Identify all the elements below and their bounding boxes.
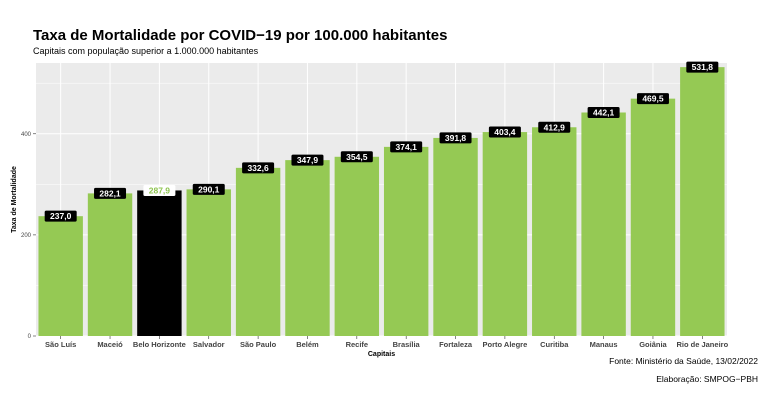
x-axis-ticks: São Luís Maceió Belo Horizonte Salvador São … — [45, 336, 729, 349]
bar — [630, 98, 676, 337]
value-label: 282,1 — [99, 188, 121, 198]
value-label-box — [390, 141, 423, 153]
x-tick-label: Fortaleza — [439, 340, 473, 349]
bar — [680, 67, 725, 336]
value-label: 531,8 — [692, 62, 714, 72]
value-label-box — [143, 184, 176, 196]
value-label-box — [94, 187, 127, 199]
bar — [235, 167, 281, 336]
value-label: 412,9 — [544, 122, 566, 132]
value-label-box — [538, 121, 571, 133]
x-tick-label: Rio de Janeiro — [676, 340, 728, 349]
value-label-box — [44, 210, 77, 222]
bar — [383, 146, 429, 336]
bar — [433, 137, 478, 336]
value-label: 442,1 — [593, 107, 615, 117]
x-tick-label: São Paulo — [240, 340, 277, 349]
value-label-box — [587, 106, 620, 118]
bar — [285, 160, 330, 336]
bar — [38, 216, 83, 336]
x-tick-label: Manaus — [590, 340, 618, 349]
value-label-box — [488, 126, 521, 138]
bar — [482, 132, 528, 336]
value-label: 287,9 — [149, 185, 171, 195]
bar — [532, 127, 577, 337]
bar — [186, 189, 231, 336]
x-tick-label: São Luís — [45, 340, 76, 349]
y-tick-label: 200 — [21, 233, 32, 239]
bar — [87, 193, 133, 336]
value-label: 354,5 — [346, 152, 368, 162]
x-tick-label: Recife — [346, 340, 369, 349]
value-label: 332,6 — [247, 163, 269, 173]
credit-caption: Elaboração: SMPOG−PBH — [656, 374, 758, 384]
bars — [38, 67, 725, 337]
x-tick-label: Salvador — [193, 340, 225, 349]
value-label-box — [439, 132, 472, 144]
x-tick-label: Brasília — [393, 340, 421, 349]
x-axis-title: Capitais — [368, 351, 395, 358]
y-axis-ticks: 0 200 400 — [21, 132, 36, 340]
x-tick-label: Curitiba — [540, 340, 569, 349]
value-label: 403,4 — [494, 127, 516, 137]
value-label-box — [291, 154, 324, 166]
x-tick-label: Goiânia — [639, 340, 667, 349]
value-label: 290,1 — [198, 184, 220, 194]
y-tick-label: 400 — [21, 132, 32, 138]
chart-title: Taxa de Mortalidade por COVID−19 por 100… — [33, 27, 448, 44]
x-tick-label: Maceió — [97, 340, 123, 349]
x-tick-label: Belém — [296, 340, 319, 349]
source-caption: Fonte: Ministério da Saúde, 13/02/2022 — [609, 356, 758, 366]
value-label: 347,9 — [297, 155, 319, 165]
y-tick-label: 0 — [28, 334, 32, 340]
bar — [137, 190, 182, 336]
bar — [581, 112, 626, 336]
value-label: 469,5 — [642, 94, 664, 104]
value-labels: 237,0 282,1 287,9 290,1 332,6 347,9 354,5 374,1… — [44, 61, 719, 222]
y-axis-title: Taxa de Mortalidade — [11, 166, 18, 233]
chart-subtitle: Capitais com população superior a 1.000.… — [33, 46, 259, 56]
value-label-box — [242, 162, 275, 174]
value-label: 374,1 — [396, 142, 418, 152]
value-label-box — [686, 61, 719, 73]
value-label: 237,0 — [50, 211, 72, 221]
value-label-box — [636, 93, 669, 105]
x-tick-label: Belo Horizonte — [133, 340, 186, 349]
value-label: 391,8 — [445, 133, 467, 143]
value-label-box — [340, 151, 373, 163]
bar — [334, 156, 380, 336]
x-tick-label: Porto Alegre — [483, 340, 528, 349]
value-label-box — [192, 183, 225, 195]
